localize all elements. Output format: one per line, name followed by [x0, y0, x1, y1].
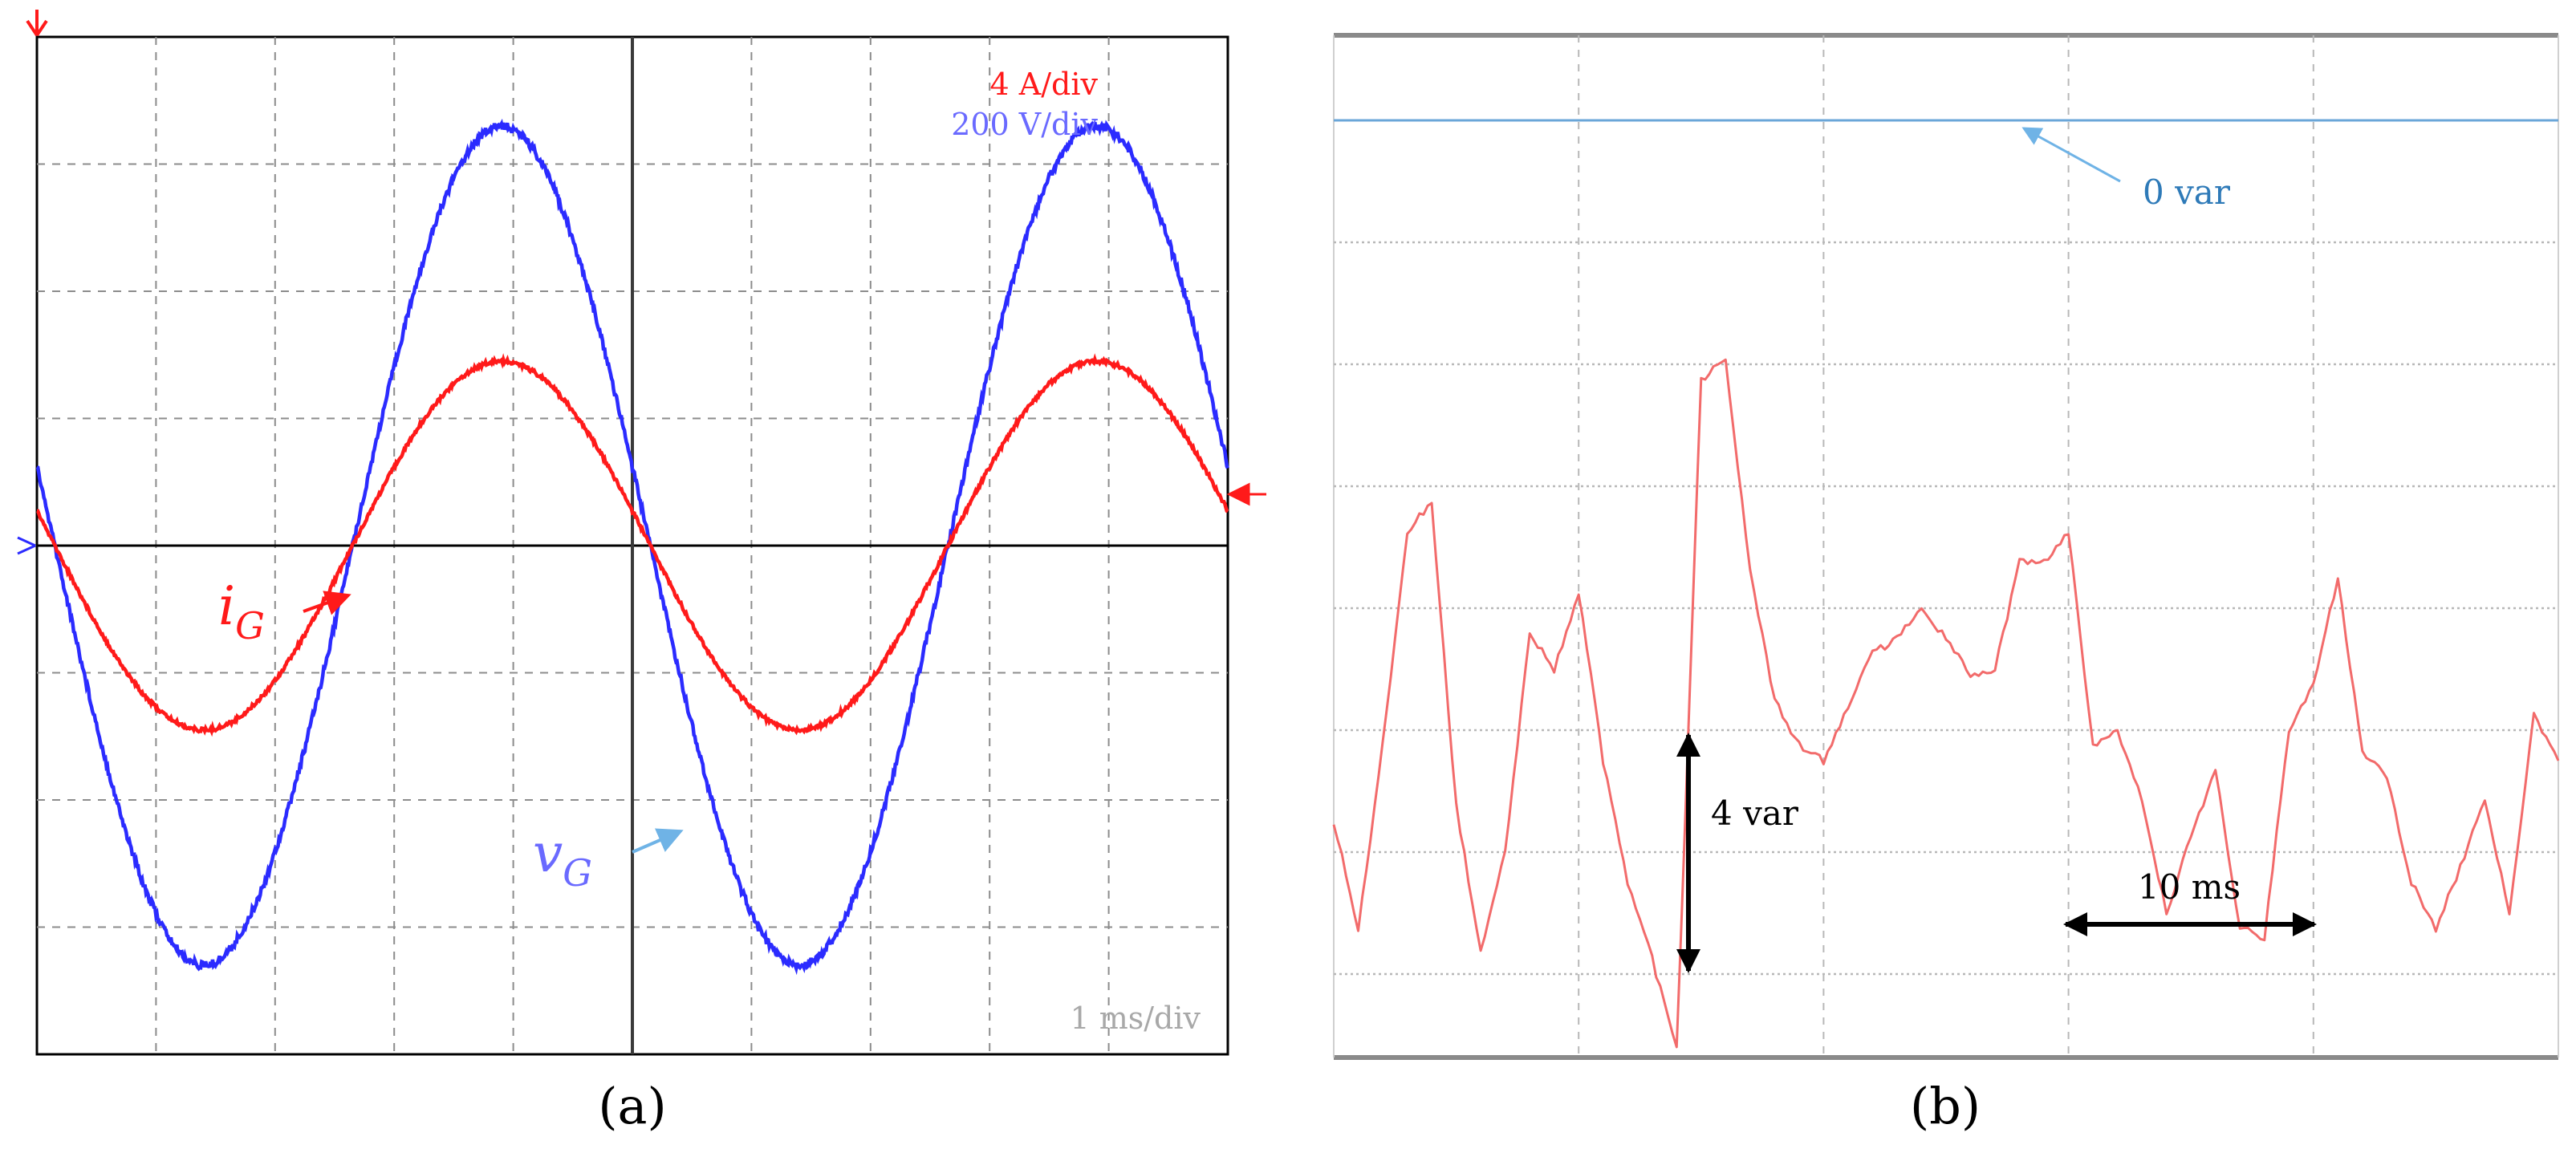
voltage-channel-left-marker [17, 536, 36, 555]
current-trace-iG [36, 353, 1229, 737]
time-scale-label: 1 ms/div [1070, 1001, 1201, 1036]
current-trace-label: iG [218, 575, 265, 648]
current-label-arrow [303, 591, 351, 615]
current-channel-right-marker [1226, 482, 1266, 506]
current-label-subscript: G [235, 604, 265, 648]
voltage-label-base: v [533, 822, 563, 884]
panel-a-caption: (a) [598, 1077, 666, 1135]
current-scale-label: 4 A/div [990, 67, 1099, 102]
panel-b-grid [1334, 35, 2558, 1058]
voltage-label-subscript: G [563, 851, 592, 895]
voltage-scale-label: 200 V/div [951, 107, 1098, 142]
time-scale-label-b: 10 ms [2138, 867, 2241, 907]
voltage-trace-label: vG [533, 822, 592, 895]
zero-var-arrow [2021, 127, 2121, 183]
voltage-label-arrow [632, 828, 684, 854]
panel-b-reactive-power: 0 var 4 var 10 ms (b) [1332, 33, 2560, 1135]
reactive-power-trace [1332, 358, 2560, 1049]
voltage-trace-vG [35, 118, 1229, 976]
current-label-base: i [218, 575, 235, 637]
panel-b-frame-bg [1334, 34, 2558, 1058]
current-channel-top-marker [26, 10, 48, 37]
vertical-scale-label: 4 var [1711, 794, 1799, 833]
panel-b-caption: (b) [1910, 1077, 1981, 1135]
zero-var-label: 0 var [2143, 173, 2231, 212]
panel-a-oscilloscope: 4 A/div 200 V/div 1 ms/div iG vG (a) [17, 10, 1266, 1135]
